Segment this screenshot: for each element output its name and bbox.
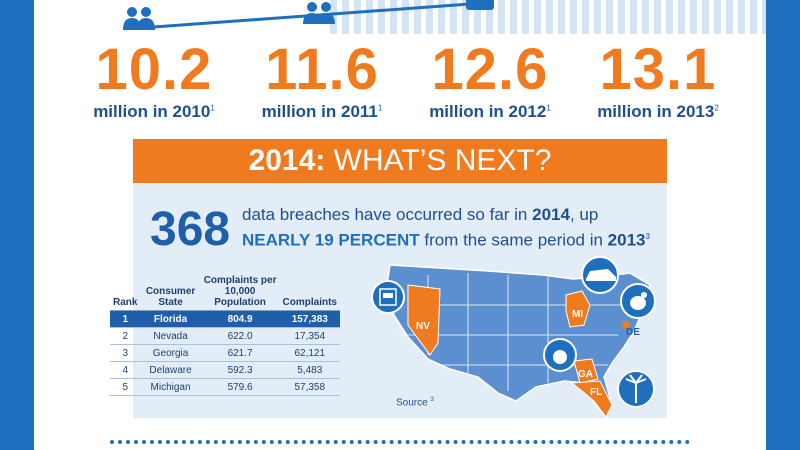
stat-label: million in 20132 [597,102,719,121]
cell-rate: 622.0 [200,327,280,345]
stat-2013: 13.1 million in 20132 [568,40,748,122]
people-icon [466,0,494,10]
stat-value: 10.2 [95,37,213,102]
cell-state: Nevada [140,327,201,345]
breach-count: 368 [150,203,231,256]
us-map: NV MI DE GA FL [371,256,656,419]
peach-icon [543,338,577,372]
state-ga [573,358,599,384]
cell-rate: 579.6 [200,378,280,396]
stat-label: million in 20111 [261,102,383,121]
stat-2012: 12.6 million in 20121 [400,40,580,122]
whats-next-banner: 2014: WHAT’S NEXT? [133,139,667,183]
table-row: 5 Michigan 579.6 57,358 [110,378,340,396]
state-label-mi: MI [572,309,583,320]
state-fl [570,380,613,418]
header-state: Consumer State [140,273,201,311]
stat-value: 13.1 [599,37,717,102]
cell-rank: 5 [110,378,141,396]
palm-tree-icon [617,370,655,408]
state-nv [407,284,441,356]
cell-rank: 2 [110,327,141,345]
car-icon [581,256,619,294]
state-label-ga: GA [578,369,593,380]
cell-complaints: 62,121 [279,344,340,362]
cell-rate: 592.3 [200,361,280,379]
yearly-stats: 10.2 million in 20101 11.6 million in 20… [34,40,766,122]
state-mi [565,290,591,328]
state-label-de: DE [626,327,640,338]
header-per-10000: Complaints per 10,000 Population [200,273,280,311]
table-row: 3 Georgia 621.7 62,121 [110,344,340,362]
state-label-nv: NV [416,321,430,332]
cell-rate: 804.9 [200,310,280,328]
cell-state: Michigan [140,378,201,396]
stat-label: million in 20121 [429,102,551,121]
stat-2010: 10.2 million in 20101 [64,40,244,122]
breach-text: data breaches have occurred so far in 20… [242,205,650,250]
cell-state: Delaware [140,361,201,379]
right-border [766,0,800,450]
dotted-divider [110,440,690,444]
state-label-fl: FL [590,387,602,398]
header-rank: Rank [110,273,141,311]
stat-label: million in 20101 [93,102,215,121]
complaints-table: Rank Consumer State Complaints per 10,00… [110,273,340,396]
cell-rank: 4 [110,361,141,379]
cell-state: Georgia [140,344,201,362]
people-icon [303,2,335,24]
state-de [622,321,630,329]
cell-rank: 3 [110,344,141,362]
stat-value: 12.6 [431,37,549,102]
top-stripes [330,0,766,34]
table-header: Rank Consumer State Complaints per 10,00… [110,273,340,311]
people-icon [123,7,155,30]
cell-rank: 1 [110,310,141,328]
source-note: Source 3 [396,397,434,409]
trend-line [140,2,471,30]
table-row: 4 Delaware 592.3 5,483 [110,361,340,379]
cell-complaints: 57,358 [279,378,340,396]
stat-2011: 11.6 million in 20111 [232,40,412,122]
left-border [0,0,34,450]
cell-complaints: 17,354 [279,327,340,345]
table-row: 1 Florida 804.9 157,383 [110,310,340,328]
cell-rate: 621.7 [200,344,280,362]
cell-state: Florida [140,310,201,328]
slot-machine-icon [371,280,405,314]
chicken-icon [620,283,656,319]
header-complaints: Complaints [279,273,340,311]
stat-value: 11.6 [265,37,379,102]
cell-complaints: 157,383 [279,310,340,328]
cell-complaints: 5,483 [279,361,340,379]
table-row: 2 Nevada 622.0 17,354 [110,327,340,345]
